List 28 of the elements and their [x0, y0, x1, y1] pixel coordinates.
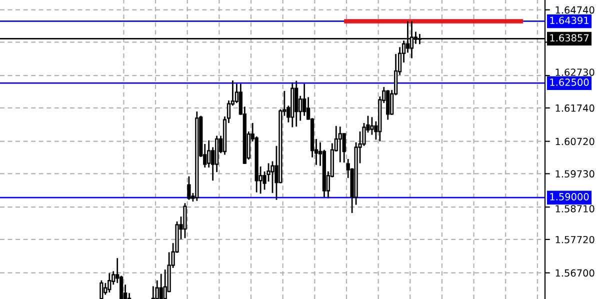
- y-tick-label: 1.58710: [556, 205, 594, 212]
- ref-line-label: 1.62500: [550, 78, 589, 86]
- candlestick: [127, 292, 132, 299]
- ref-line-label: 1.63857: [550, 34, 589, 42]
- candlestick: [108, 272, 112, 294]
- ref-line-label: 1.64391: [550, 16, 588, 24]
- candlestick: [386, 89, 390, 120]
- candlestick: [163, 268, 167, 299]
- candlestick: [370, 116, 374, 136]
- candlestick: [187, 176, 191, 201]
- y-tick-label: 1.62730: [556, 68, 594, 76]
- y-tick-label: 1.57720: [556, 236, 594, 244]
- candlestick: [294, 80, 298, 128]
- candlestick: [207, 140, 211, 168]
- candlestick: [100, 280, 104, 299]
- candlestick: [159, 273, 163, 299]
- candlestick: [338, 126, 342, 163]
- y-tick-label: 1.59730: [556, 170, 594, 178]
- y-tick-label: 1.60720: [556, 138, 594, 146]
- candlestick: [155, 280, 159, 299]
- candlestick: [183, 202, 187, 239]
- y-tick-label: 1.64740: [556, 6, 594, 14]
- candlestick: [270, 160, 274, 194]
- candlestick: [302, 83, 306, 116]
- ref-line-label: 1.59000: [550, 193, 589, 200]
- candlestick: [151, 286, 155, 299]
- y-tick-label: 1.56700: [556, 269, 594, 277]
- y-tick-label: 1.61740: [556, 104, 594, 112]
